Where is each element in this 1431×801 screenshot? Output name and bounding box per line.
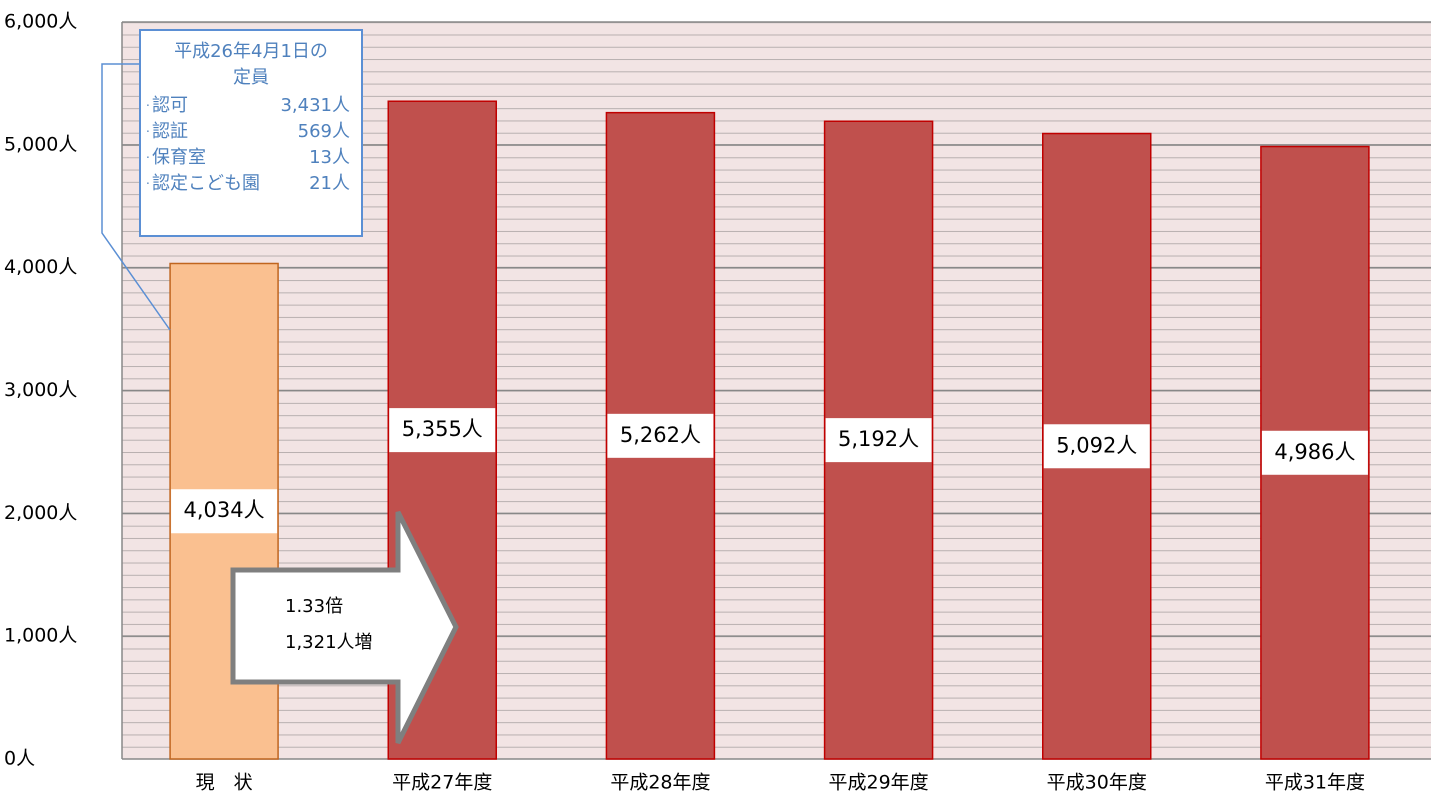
value-label-box	[1043, 424, 1150, 469]
callout-item-label: 認可	[152, 95, 188, 116]
value-label: 4,034人	[184, 498, 265, 522]
callout-title: 平成26年4月1日の	[174, 41, 328, 62]
callout-item-value: 21人	[309, 173, 350, 194]
y-tick-label: 5,000人	[4, 133, 77, 155]
value-label: 5,262人	[620, 423, 701, 447]
value-label: 5,192人	[838, 427, 919, 451]
x-tick-label: 平成28年度	[610, 772, 710, 794]
value-label-box	[171, 489, 278, 534]
y-tick-label: 4,000人	[4, 256, 77, 278]
callout-item-label: 保育室	[152, 147, 206, 168]
callout-item-value: 3,431人	[280, 95, 350, 116]
y-tick-label: 3,000人	[4, 379, 77, 401]
y-tick-label: 0人	[4, 748, 35, 770]
callout-item-value: 13人	[309, 147, 350, 168]
arrow-text: 1.33倍	[285, 596, 343, 617]
value-label: 5,355人	[402, 417, 483, 441]
x-tick-label: 現 状	[196, 772, 253, 794]
value-label-box	[389, 408, 496, 453]
arrow	[230, 510, 459, 745]
value-label-box	[607, 413, 714, 458]
value-label: 5,092人	[1056, 433, 1137, 457]
callout-item-label: 認定こども園	[152, 173, 260, 194]
callout-box	[139, 29, 363, 237]
callout-bullet: ·	[146, 151, 150, 165]
callout-bullet: ·	[146, 177, 150, 191]
x-tick-label: 平成29年度	[828, 772, 928, 794]
x-tick-label: 平成27年度	[392, 772, 492, 794]
callout-bullet: ·	[146, 125, 150, 139]
x-tick-label: 平成30年度	[1047, 772, 1147, 794]
value-label: 4,986人	[1274, 440, 1355, 464]
callout-leader	[101, 63, 171, 331]
value-label-box	[1261, 430, 1368, 475]
callout-title: 定員	[233, 67, 269, 88]
arrow-text: 1,321人増	[285, 632, 373, 653]
callout-item-label: 認証	[152, 121, 188, 142]
y-tick-label: 2,000人	[4, 502, 77, 524]
callout-item-value: 569人	[298, 121, 350, 142]
y-tick-label: 6,000人	[4, 11, 77, 33]
y-tick-label: 1,000人	[4, 625, 77, 647]
callout-bullet: ·	[146, 99, 150, 113]
value-label-box	[825, 418, 932, 463]
x-tick-label: 平成31年度	[1265, 772, 1365, 794]
